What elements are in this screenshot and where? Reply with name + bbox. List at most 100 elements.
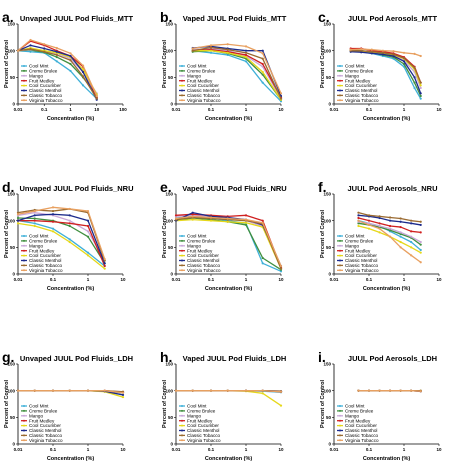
data-point [191,215,194,218]
legend-label: Mango [187,73,201,78]
data-point [357,211,360,214]
data-point [103,262,106,265]
y-tick-label: 50 [326,245,332,250]
x-tick-label: 0.01 [172,277,181,282]
legend-label: Creme Brulee [345,239,374,244]
legend-marker [181,259,183,262]
data-point [81,70,85,74]
data-point [367,227,371,230]
data-point [402,62,406,66]
data-point [413,52,416,55]
data-point [68,389,71,392]
legend-marker [23,69,25,72]
data-point [244,218,248,221]
data-point [226,51,229,54]
data-point [279,404,283,407]
data-point [51,206,55,209]
data-point [388,227,392,230]
legend-label: Fruit Medley [187,78,213,83]
data-point [413,76,416,79]
x-tick-label: 1 [403,277,406,282]
data-point [357,222,360,225]
data-point [419,94,422,98]
data-point [33,224,36,228]
data-point [51,213,55,216]
legend-marker [339,94,341,97]
data-point [55,55,58,59]
data-point [419,261,422,264]
data-point [419,86,422,90]
data-point [357,224,360,228]
data-point [419,220,422,223]
y-tick-label: 150 [165,22,173,27]
data-point [244,60,248,63]
legend-marker [339,69,341,72]
data-point [279,390,283,393]
data-point [402,60,406,63]
x-axis-label: Concentration (%) [47,286,95,292]
data-point [357,219,360,222]
data-point [174,217,178,220]
data-point [209,389,213,392]
panel-title: Vaped JUUL Pod Fluids_MTT [183,14,287,23]
legend-marker [181,429,183,432]
legend-label: Creme Brulee [29,409,58,414]
data-point [367,219,371,222]
legend-marker [23,269,25,272]
x-tick-label: 0.1 [366,447,373,452]
legend-marker [181,269,183,272]
legend-marker [181,439,183,442]
series-line [192,50,282,102]
legend-label: Cool Mint [187,64,207,69]
legend-label: Classic Menthol [29,258,61,263]
data-point [419,223,422,227]
x-tick-label: 1 [245,107,248,112]
data-point [279,267,283,270]
data-point [86,251,90,254]
data-point [16,222,20,225]
data-point [360,51,363,54]
panel-label: e. [160,179,172,195]
legend-label: Fruit Medley [187,418,213,423]
series-line [350,48,421,57]
x-tick-label: 0.1 [41,107,48,112]
legend-label: Creme Brulee [29,69,58,74]
legend-label: Mango [29,243,43,248]
data-point [244,223,248,227]
legend-label: Mango [345,243,359,248]
data-point [410,230,413,233]
panel-label: a. [2,9,14,25]
legend-label: Cool Mint [29,404,49,409]
data-point [55,46,58,50]
data-point [261,81,264,84]
legend-label: Classic Tobacco [187,263,221,268]
data-point [209,51,213,54]
data-point [226,220,229,223]
series-line [18,220,106,267]
series-line [350,50,422,83]
x-tick-label: 1 [69,107,72,112]
legend-marker [339,235,341,237]
data-point [51,220,55,223]
series-line [350,51,422,94]
data-point [261,52,264,55]
data-point [95,94,98,98]
data-point [191,389,194,392]
legend-marker [181,419,183,422]
legend-marker [23,89,25,92]
data-point [279,264,283,268]
data-point [29,47,32,51]
legend-marker [339,429,341,432]
data-point [55,60,58,63]
legend-marker [181,235,183,237]
data-point [378,389,381,392]
legend-marker [339,424,341,427]
data-point [103,257,106,261]
legend-marker [339,249,341,252]
legend-label: Fruit Medley [187,248,213,253]
legend-marker [339,74,341,77]
x-tick-label: 0.01 [14,447,23,452]
data-point [419,84,422,87]
series-line [17,206,106,260]
x-axis-label: Concentration (%) [363,456,411,462]
